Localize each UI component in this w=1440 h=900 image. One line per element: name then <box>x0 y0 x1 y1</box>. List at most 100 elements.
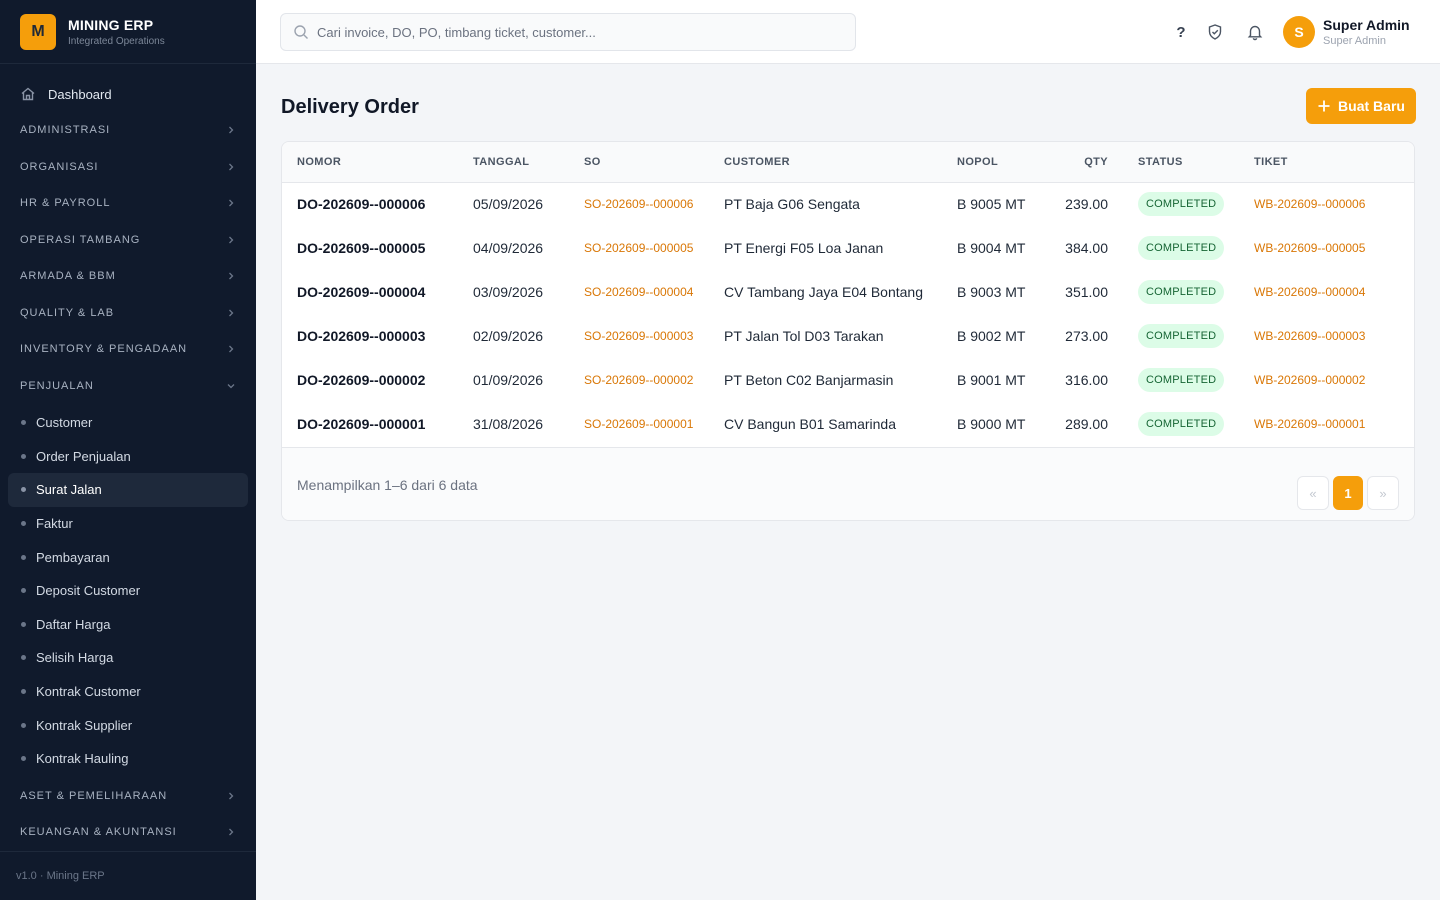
cell-nomor[interactable]: DO-202609--000002 <box>297 372 426 388</box>
status-badge: COMPLETED <box>1138 236 1225 260</box>
cell-nomor[interactable]: DO-202609--000005 <box>297 240 426 256</box>
chevron-down-icon <box>227 383 235 389</box>
sidebar-group-label: ARMADA & BBM <box>20 270 116 283</box>
sidebar-group-inventory-and-pengadaan[interactable]: INVENTORY & PENGADAAN <box>0 331 256 368</box>
sidebar-group-quality-and-lab[interactable]: QUALITY & LAB <box>0 295 256 332</box>
brand-logo: M <box>20 13 56 50</box>
sidebar-item-faktur[interactable]: Faktur <box>8 507 248 541</box>
cell-so-link[interactable]: SO-202609--000001 <box>584 417 694 431</box>
sidebar-item-label: Daftar Harga <box>36 616 111 632</box>
column-header-nomor[interactable]: NOMOR <box>297 155 342 168</box>
cell-spacer <box>1108 270 1138 314</box>
sidebar-item-label: Kontrak Hauling <box>36 751 129 767</box>
cell-tiket-link[interactable]: WB-202609--000006 <box>1254 197 1366 212</box>
status-badge: COMPLETED <box>1138 280 1225 304</box>
sidebar-group-label: HR & PAYROLL <box>20 197 111 210</box>
sidebar-group-organisasi[interactable]: ORGANISASI <box>0 149 256 186</box>
sidebar-item-label: Deposit Customer <box>36 583 141 599</box>
cell-tanggal: 31/08/2026 <box>473 416 544 432</box>
cell-tanggal: 01/09/2026 <box>473 372 544 388</box>
sidebar-group-hr-and-payroll[interactable]: HR & PAYROLL <box>0 185 256 222</box>
cell-nomor[interactable]: DO-202609--000006 <box>297 196 426 213</box>
column-header-status[interactable]: STATUS <box>1138 155 1183 168</box>
sidebar-group-penjualan[interactable]: PENJUALAN <box>0 368 256 405</box>
sidebar-item-deposit-customer[interactable]: Deposit Customer <box>8 574 248 608</box>
search-input[interactable] <box>317 24 837 40</box>
cell-tiket-link[interactable]: WB-202609--000001 <box>1254 417 1366 431</box>
cell-so-link[interactable]: SO-202609--000005 <box>584 241 694 255</box>
next-page-button[interactable]: » <box>1367 476 1399 510</box>
table-row[interactable]: DO-202609--000003 02/09/2026 SO-202609--00… <box>282 314 1414 358</box>
cell-nomor[interactable]: DO-202609--000001 <box>297 416 426 432</box>
chevron-right-icon <box>229 792 234 800</box>
cell-tiket-link[interactable]: WB-202609--000003 <box>1254 329 1366 343</box>
table-row[interactable]: DO-202609--000004 03/09/2026 SO-202609--00… <box>282 270 1414 314</box>
cell-tiket-link[interactable]: WB-202609--000005 <box>1254 241 1366 255</box>
column-header-so[interactable]: SO <box>584 155 601 168</box>
cell-tiket-link[interactable]: WB-202609--000002 <box>1254 373 1366 387</box>
column-header-tiket[interactable]: TIKET <box>1254 155 1288 168</box>
column-header-tanggal[interactable]: TANGGAL <box>473 155 530 168</box>
sidebar-group-label: INVENTORY & PENGADAAN <box>20 343 188 356</box>
cell-nopol: B 9004 MT <box>957 240 1026 256</box>
status-badge: COMPLETED <box>1138 368 1225 392</box>
sidebar-item-label: Faktur <box>36 516 73 532</box>
sidebar-nav: Dashboard ADMINISTRASI ORGANISASI HR & PAY… <box>0 64 256 851</box>
sidebar-item-dashboard[interactable]: Dashboard <box>0 76 256 112</box>
cell-customer: PT Beton C02 Banjarmasin <box>724 372 894 388</box>
cell-nomor[interactable]: DO-202609--000004 <box>297 284 426 300</box>
bell-icon[interactable] <box>1246 23 1264 41</box>
sidebar-group-label: ASET & PEMELIHARAAN <box>20 789 168 802</box>
page-title: Delivery Order <box>281 96 419 118</box>
cell-nopol: B 9002 MT <box>957 328 1026 344</box>
sidebar-group-label: OPERASI TAMBANG <box>20 233 141 246</box>
column-header-nopol[interactable]: NOPOL <box>957 155 999 168</box>
brand: M MINING ERP Integrated Operations <box>0 0 256 64</box>
cell-status: COMPLETED <box>1138 226 1254 270</box>
cell-tanggal: 03/09/2026 <box>473 284 544 300</box>
page-button-current[interactable]: 1 <box>1333 476 1363 510</box>
sidebar-item-kontrak-customer[interactable]: Kontrak Customer <box>8 675 248 709</box>
sidebar-item-surat-jalan[interactable]: Surat Jalan <box>8 473 248 507</box>
column-header-qty[interactable]: QTY <box>1084 155 1108 168</box>
sidebar-group-aset-and-pemeliharaan[interactable]: ASET & PEMELIHARAAN <box>0 778 256 815</box>
table-row[interactable]: DO-202609--000006 05/09/2026 SO-202609--00… <box>282 182 1414 226</box>
sidebar-group-operasi-tambang[interactable]: OPERASI TAMBANG <box>0 222 256 259</box>
table-row[interactable]: DO-202609--000001 31/08/2026 SO-202609--00… <box>282 402 1414 446</box>
user-menu[interactable]: Super Admin Super Admin <box>1323 17 1410 47</box>
sidebar-item-order-penjualan[interactable]: Order Penjualan <box>8 440 248 474</box>
help-icon[interactable]: ? <box>1176 23 1186 41</box>
sidebar: M MINING ERP Integrated Operations Dashb… <box>0 0 256 900</box>
cell-nopol: B 9005 MT <box>957 196 1026 213</box>
sidebar-item-kontrak-hauling[interactable]: Kontrak Hauling <box>8 742 248 776</box>
create-new-button[interactable]: Buat Baru <box>1306 88 1416 124</box>
sidebar-item-pembayaran[interactable]: Pembayaran <box>8 540 248 574</box>
table-row[interactable]: DO-202609--000002 01/09/2026 SO-202609--00… <box>282 358 1414 402</box>
cell-so-link[interactable]: SO-202609--000006 <box>584 197 694 212</box>
sidebar-item-daftar-harga[interactable]: Daftar Harga <box>8 608 248 642</box>
column-header-customer[interactable]: CUSTOMER <box>724 155 790 168</box>
sidebar-item-kontrak-supplier[interactable]: Kontrak Supplier <box>8 708 248 742</box>
cell-nopol: B 9001 MT <box>957 372 1026 388</box>
chevron-right-icon <box>229 272 234 280</box>
sidebar-group-administrasi[interactable]: ADMINISTRASI <box>0 112 256 149</box>
sidebar-item-selisih-harga[interactable]: Selisih Harga <box>8 641 248 675</box>
sidebar-version: v1.0 · Mining ERP <box>0 851 256 900</box>
cell-spacer <box>1108 314 1138 358</box>
cell-so-link[interactable]: SO-202609--000004 <box>584 285 694 299</box>
prev-page-button[interactable]: « <box>1297 476 1329 510</box>
cell-tiket-link[interactable]: WB-202609--000004 <box>1254 285 1366 299</box>
chevron-right-icon <box>229 828 234 836</box>
search-box[interactable] <box>280 13 856 51</box>
cell-so-link[interactable]: SO-202609--000002 <box>584 373 694 387</box>
sidebar-group-armada-and-bbm[interactable]: ARMADA & BBM <box>0 258 256 295</box>
sidebar-group-keuangan-and-akuntansi[interactable]: KEUANGAN & AKUNTANSI <box>0 814 256 851</box>
shield-check-icon[interactable] <box>1206 23 1224 41</box>
cell-so-link[interactable]: SO-202609--000003 <box>584 329 694 343</box>
cell-nomor[interactable]: DO-202609--000003 <box>297 328 426 344</box>
table-row[interactable]: DO-202609--000005 04/09/2026 SO-202609--00… <box>282 226 1414 270</box>
create-new-label: Buat Baru <box>1338 98 1405 114</box>
cell-status: COMPLETED <box>1138 358 1254 402</box>
avatar[interactable]: S <box>1283 16 1315 48</box>
sidebar-item-customer[interactable]: Customer <box>8 406 248 440</box>
